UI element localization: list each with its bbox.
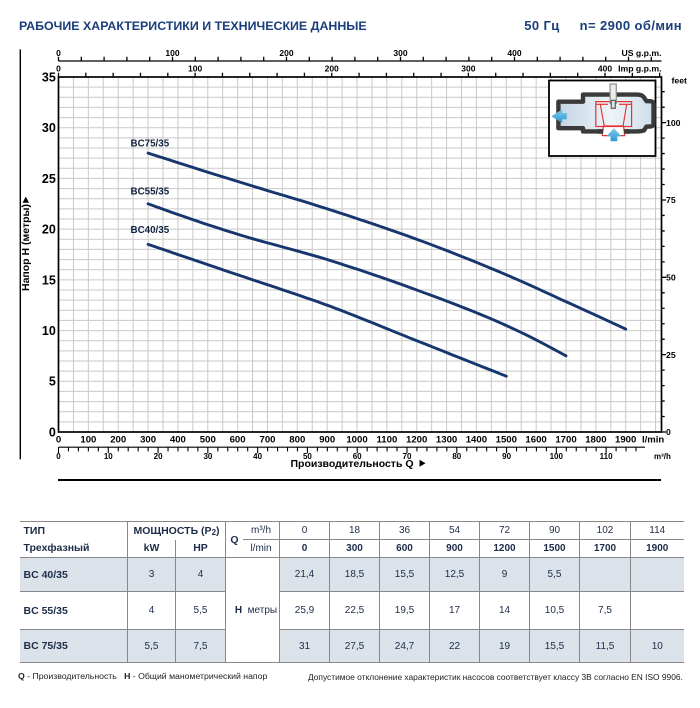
- svg-text:10: 10: [104, 452, 113, 461]
- svg-text:10: 10: [42, 324, 56, 338]
- svg-text:80: 80: [452, 452, 461, 461]
- svg-text:35: 35: [42, 70, 56, 84]
- svg-text:90: 90: [502, 452, 511, 461]
- svg-text:1400: 1400: [466, 435, 487, 446]
- svg-text:50: 50: [666, 273, 676, 283]
- svg-text:300: 300: [461, 64, 475, 74]
- svg-text:1000: 1000: [346, 435, 367, 446]
- svg-text:900: 900: [319, 435, 335, 446]
- svg-text:BC55/35: BC55/35: [131, 187, 170, 198]
- svg-text:700: 700: [259, 435, 275, 446]
- svg-text:1600: 1600: [525, 435, 546, 446]
- svg-text:75: 75: [666, 195, 676, 205]
- svg-text:70: 70: [403, 452, 412, 461]
- svg-text:100: 100: [165, 48, 179, 58]
- svg-text:Imp g.p.m.: Imp g.p.m.: [618, 64, 661, 74]
- svg-text:25: 25: [42, 172, 56, 186]
- svg-text:Производительность Q: Производительность Q: [290, 458, 413, 470]
- svg-text:BC40/35: BC40/35: [131, 225, 170, 236]
- svg-text:20: 20: [42, 223, 56, 237]
- svg-text:30: 30: [203, 452, 212, 461]
- svg-text:feet: feet: [672, 76, 688, 86]
- svg-text:5: 5: [49, 375, 56, 389]
- svg-text:400: 400: [598, 64, 612, 74]
- svg-text:100: 100: [666, 118, 681, 128]
- svg-text:400: 400: [507, 48, 521, 58]
- svg-text:BC75/35: BC75/35: [131, 139, 170, 150]
- svg-text:0: 0: [666, 427, 671, 437]
- svg-text:800: 800: [289, 435, 305, 446]
- svg-text:100: 100: [550, 452, 564, 461]
- svg-text:1200: 1200: [406, 435, 427, 446]
- svg-text:1800: 1800: [585, 435, 606, 446]
- svg-text:300: 300: [393, 48, 407, 58]
- svg-text:1700: 1700: [555, 435, 576, 446]
- svg-text:30: 30: [42, 121, 56, 135]
- svg-text:200: 200: [279, 48, 293, 58]
- svg-text:300: 300: [140, 435, 156, 446]
- svg-text:0: 0: [56, 64, 61, 74]
- svg-text:100: 100: [80, 435, 96, 446]
- svg-text:40: 40: [253, 452, 262, 461]
- svg-text:20: 20: [154, 452, 163, 461]
- svg-text:600: 600: [230, 435, 246, 446]
- svg-text:0: 0: [56, 452, 61, 461]
- svg-text:100: 100: [188, 64, 202, 74]
- svg-text:1100: 1100: [376, 435, 397, 446]
- svg-text:1300: 1300: [436, 435, 457, 446]
- svg-text:0: 0: [56, 48, 61, 58]
- svg-text:Напор H (метры): Напор H (метры): [20, 204, 32, 291]
- svg-text:400: 400: [170, 435, 186, 446]
- svg-text:50: 50: [303, 452, 312, 461]
- svg-text:110: 110: [600, 452, 613, 461]
- svg-text:1500: 1500: [496, 435, 517, 446]
- svg-text:l/min: l/min: [642, 435, 664, 446]
- svg-text:500: 500: [200, 435, 216, 446]
- svg-text:0: 0: [49, 425, 56, 439]
- svg-text:1900: 1900: [615, 435, 636, 446]
- svg-text:US g.p.m.: US g.p.m.: [621, 48, 661, 58]
- svg-text:25: 25: [666, 350, 676, 360]
- svg-text:200: 200: [325, 64, 339, 74]
- svg-text:0: 0: [56, 435, 61, 446]
- svg-text:15: 15: [42, 273, 56, 287]
- svg-text:60: 60: [353, 452, 362, 461]
- svg-text:m³/h: m³/h: [654, 452, 671, 461]
- svg-text:200: 200: [110, 435, 126, 446]
